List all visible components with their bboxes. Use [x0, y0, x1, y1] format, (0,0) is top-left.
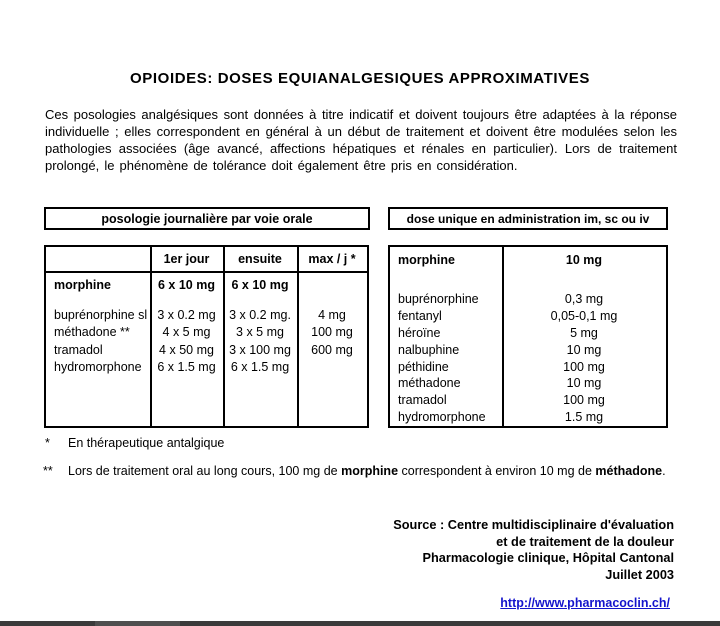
dose-value: 10 mg: [566, 376, 602, 391]
drug-name: buprénorphine sl: [54, 307, 148, 322]
table-column-divider: [297, 247, 299, 426]
source-line: Juillet 2003: [605, 566, 674, 582]
dose-value: 0,05-0,1 mg: [550, 309, 618, 324]
drug-name: morphine: [398, 253, 455, 267]
dose-day1: 4 x 5 mg: [162, 325, 211, 340]
table-row: tramadol 100 mg: [390, 392, 666, 409]
drug-name: méthadone: [398, 376, 461, 391]
drug-name: méthadone **: [54, 325, 130, 340]
footnote-2: ** Lors de traitement oral au long cours…: [43, 464, 703, 478]
footnote-text: Lors de traitement oral au long cours, 1…: [68, 464, 666, 478]
injectable-route-banner-label: dose unique en administration im, sc ou …: [406, 211, 650, 226]
footnote-marker: **: [43, 464, 53, 478]
table-row: hydromorphone 1.5 mg: [390, 409, 666, 426]
table-row-morphine: morphine 10 mg: [390, 250, 666, 270]
table-header-divider: [46, 271, 367, 273]
footnote-text-pre: Lors de traitement oral au long cours, 1…: [68, 464, 342, 478]
dose-day1: 4 x 50 mg: [159, 342, 214, 357]
table-column-divider: [223, 247, 225, 426]
source-block: Source : Centre multidisciplinaire d'éva…: [393, 517, 674, 583]
window-bottom-bar: [0, 621, 720, 626]
drug-name: morphine: [54, 278, 111, 292]
oral-route-banner-label: posologie journalière par voie orale: [101, 211, 313, 226]
dose-value: 10 mg: [566, 342, 602, 357]
drug-name: tramadol: [398, 393, 447, 408]
dose-next: 3 x 5 mg: [236, 325, 284, 340]
footnote-bold-morphine: morphine: [341, 464, 399, 478]
table-row: méthadone ** 4 x 5 mg 3 x 5 mg 100 mg: [46, 324, 367, 342]
drug-name: tramadol: [54, 342, 103, 357]
injectable-dose-table: morphine 10 mg buprénorphine 0,3 mg fent…: [388, 245, 668, 428]
footnote-marker: *: [45, 436, 50, 450]
oral-table-body: buprénorphine sl 3 x 0.2 mg 3 x 0.2 mg. …: [46, 306, 367, 376]
source-line: Pharmacologie clinique, Hôpital Cantonal: [422, 550, 675, 565]
drug-name: hydromorphone: [398, 409, 486, 424]
table-row: tramadol 4 x 50 mg 3 x 100 mg 600 mg: [46, 341, 367, 359]
injectable-table-body: buprénorphine 0,3 mg fentanyl 0,05-0,1 m…: [390, 291, 666, 425]
header-cell-1er-jour: 1er jour: [163, 252, 210, 266]
intro-paragraph: Ces posologies analgésiques sont données…: [45, 107, 677, 173]
table-row: nalbuphine 10 mg: [390, 341, 666, 358]
oral-dose-table: 1er jour ensuite max / j * morphine 6 x …: [44, 245, 369, 428]
dose-value: 0,3 mg: [564, 292, 604, 307]
table-row-morphine: morphine 6 x 10 mg 6 x 10 mg: [46, 274, 367, 296]
source-line: Source : Centre multidisciplinaire d'éva…: [393, 517, 674, 532]
drug-name: buprénorphine: [398, 292, 479, 307]
dose-day1: 6 x 10 mg: [158, 278, 215, 292]
oral-route-banner: posologie journalière par voie orale: [44, 207, 370, 230]
dose-value: 100 mg: [563, 393, 605, 408]
table-column-divider: [502, 247, 504, 426]
drug-name: hydromorphone: [54, 360, 142, 375]
drug-name: nalbuphine: [398, 342, 460, 357]
oral-table-header-row: 1er jour ensuite max / j *: [46, 247, 367, 271]
footnote-text: En thérapeutique antalgique: [68, 436, 225, 450]
dose-day1: 3 x 0.2 mg: [157, 307, 216, 322]
header-cell-ensuite: ensuite: [238, 252, 282, 266]
footnote-text-mid: correspondent à environ 10 mg de: [398, 464, 596, 478]
dose-next: 3 x 100 mg: [229, 342, 291, 357]
source-link[interactable]: http://www.pharmacoclin.ch/: [500, 596, 670, 610]
table-column-divider: [150, 247, 152, 426]
drug-name: péthidine: [398, 359, 449, 374]
header-cell-max-j: max / j *: [308, 252, 356, 266]
dose-next: 3 x 0.2 mg.: [229, 307, 291, 322]
dose-value: 5 mg: [570, 325, 598, 340]
dose-next: 6 x 1.5 mg: [230, 360, 290, 375]
drug-name: fentanyl: [398, 309, 442, 324]
dose-max: 4 mg: [318, 307, 346, 322]
drug-name: héroïne: [398, 325, 441, 340]
dose-max: 100 mg: [311, 325, 353, 340]
table-row: buprénorphine sl 3 x 0.2 mg 3 x 0.2 mg. …: [46, 306, 367, 324]
dose-value: 100 mg: [563, 359, 605, 374]
dose-day1: 6 x 1.5 mg: [157, 360, 216, 375]
table-row: méthadone 10 mg: [390, 375, 666, 392]
dose-next: 6 x 10 mg: [231, 278, 289, 292]
dose-max: 600 mg: [311, 342, 353, 357]
footnote-bold-methadone: méthadone: [595, 464, 663, 478]
table-row: péthidine 100 mg: [390, 358, 666, 375]
dose-value: 10 mg: [565, 253, 603, 267]
table-row: buprénorphine 0,3 mg: [390, 291, 666, 308]
table-row: héroïne 5 mg: [390, 325, 666, 342]
table-row: fentanyl 0,05-0,1 mg: [390, 308, 666, 325]
injectable-route-banner: dose unique en administration im, sc ou …: [388, 207, 668, 230]
page-title: OPIOIDES: DOSES EQUIANALGESIQUES APPROXI…: [130, 70, 590, 87]
source-line: et de traitement de la douleur: [496, 533, 674, 549]
footnote-1: * En thérapeutique antalgique: [45, 436, 224, 450]
window-bottom-bar-segment: [95, 621, 180, 626]
footnote-text-post: .: [662, 464, 666, 478]
dose-value: 1.5 mg: [564, 409, 604, 424]
table-row: hydromorphone 6 x 1.5 mg 6 x 1.5 mg: [46, 359, 367, 377]
